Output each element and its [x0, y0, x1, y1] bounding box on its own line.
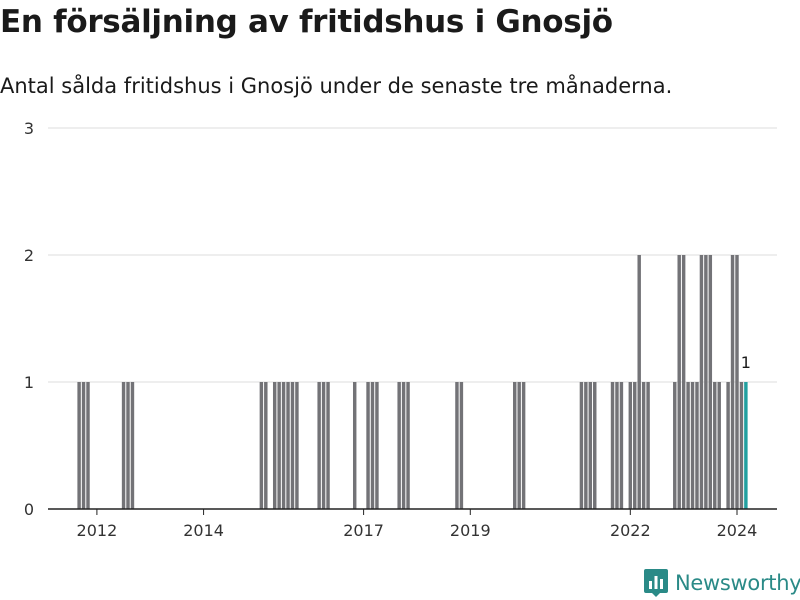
x-tick-label: 2022 [610, 521, 651, 540]
chart-subtitle: Antal sålda fritidshus i Gnosjö under de… [0, 74, 673, 98]
bar [584, 382, 588, 509]
bar [739, 382, 744, 509]
bar [677, 255, 681, 509]
y-tick-label: 1 [24, 373, 34, 392]
bar-highlighted [744, 382, 748, 509]
bar [517, 382, 521, 509]
bar [126, 382, 130, 509]
bar [366, 382, 370, 509]
bar [290, 382, 295, 509]
bar [686, 382, 690, 509]
bar [277, 382, 281, 509]
newsworthy-logo-icon [644, 569, 668, 597]
bar [699, 255, 704, 509]
x-tick-label: 2012 [77, 521, 118, 540]
bar [588, 382, 593, 509]
bar [673, 382, 677, 509]
x-tick-label: 2019 [450, 521, 491, 540]
bar [593, 382, 597, 509]
bar [281, 382, 286, 509]
bar [317, 382, 321, 509]
bar [619, 382, 624, 509]
bar [513, 382, 517, 509]
bar [375, 382, 379, 509]
bar [521, 382, 526, 509]
bar [681, 255, 686, 509]
bar [406, 382, 410, 509]
bar [370, 382, 375, 509]
y-tick-label: 3 [24, 119, 34, 138]
bar [579, 382, 584, 509]
bar [401, 382, 406, 509]
bar [286, 382, 290, 509]
bar [633, 382, 637, 509]
bar [321, 382, 326, 509]
bar [130, 382, 135, 509]
bar [121, 382, 126, 509]
bar [81, 382, 86, 509]
bar [455, 382, 459, 509]
x-tick-label: 2014 [183, 521, 224, 540]
bar [730, 255, 735, 509]
bar [704, 255, 708, 509]
y-tick-label: 0 [24, 500, 34, 519]
bar [459, 382, 464, 509]
y-tick-label: 2 [24, 246, 34, 265]
bar [713, 382, 717, 509]
bar [695, 382, 699, 509]
bar [77, 382, 81, 509]
bar [397, 382, 401, 509]
bar [610, 382, 615, 509]
bar [272, 382, 277, 509]
bar [641, 382, 646, 509]
bar [295, 382, 299, 509]
bar [708, 255, 713, 509]
chart-title: En försäljning av fritidshus i Gnosjö [0, 4, 613, 40]
bar [726, 382, 730, 509]
brand-name: Newsworthy [675, 571, 800, 595]
bar [637, 255, 641, 509]
bar [690, 382, 695, 509]
x-tick-label: 2024 [717, 521, 758, 540]
bar [646, 382, 650, 509]
bar [264, 382, 268, 509]
data-label: 1 [741, 353, 751, 372]
bar [628, 382, 633, 509]
bar [717, 382, 721, 509]
bar [259, 382, 264, 509]
bar [352, 382, 357, 509]
bar [615, 382, 619, 509]
bar [326, 382, 330, 509]
brand-logo: Newsworthy [644, 569, 800, 597]
x-tick-label: 2017 [343, 521, 384, 540]
bar [735, 255, 739, 509]
bar [86, 382, 90, 509]
